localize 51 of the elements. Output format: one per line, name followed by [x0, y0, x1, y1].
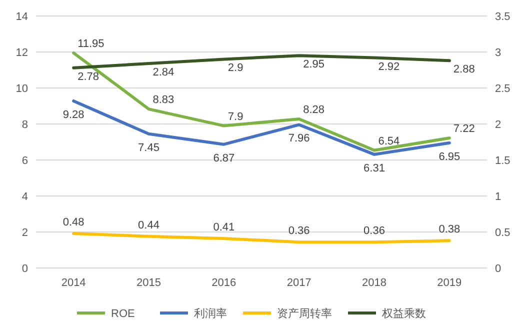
data-label: 9.28 — [62, 108, 84, 121]
y2-tick-label: 3 — [495, 47, 502, 59]
data-label: 7.9 — [228, 110, 244, 123]
data-label: 6.87 — [213, 152, 235, 164]
x-tick-label: 2016 — [212, 277, 236, 289]
y-tick-label: 2 — [22, 227, 28, 239]
data-label: 0.36 — [288, 225, 310, 238]
line-series — [72, 54, 451, 70]
x-tick-label: 2019 — [437, 277, 462, 289]
data-label: 7.96 — [288, 132, 310, 145]
data-label: 6.54 — [378, 135, 400, 148]
data-label: 2.78 — [78, 70, 100, 83]
legend-label: 利润率 — [194, 307, 227, 320]
y2-tick-label: 1 — [495, 191, 502, 203]
y-tick-label: 8 — [22, 119, 28, 131]
data-label: 11.95 — [78, 38, 104, 50]
x-tick-label: 2018 — [362, 277, 386, 289]
y2-tick-label: 2.5 — [495, 83, 510, 95]
y2-tick-label: 1.5 — [495, 155, 510, 167]
data-label: 7.22 — [453, 123, 475, 136]
y2-tick-label: 0 — [495, 263, 502, 275]
data-label: 2.92 — [378, 60, 400, 73]
y-tick-label: 4 — [22, 191, 28, 203]
x-tick-label: 2014 — [61, 277, 86, 289]
y-tick-label: 0 — [22, 263, 28, 275]
data-label: 8.83 — [152, 94, 174, 106]
legend-label: 资产周转率 — [277, 307, 332, 320]
y-tick-label: 6 — [22, 155, 28, 167]
y-tick-label: 12 — [16, 47, 28, 59]
y2-tick-label: 2 — [495, 119, 502, 131]
legend-label: 权益乘数 — [381, 307, 426, 320]
y-tick-label: 14 — [16, 11, 28, 23]
data-label: 0.36 — [364, 225, 385, 238]
data-label: 0.41 — [213, 221, 235, 234]
data-label: 6.95 — [438, 150, 460, 163]
legend-label: ROE — [111, 308, 135, 320]
data-label: 0.48 — [62, 216, 84, 228]
x-tick-label: 2015 — [136, 277, 161, 289]
data-label: 8.28 — [303, 104, 325, 116]
x-tick-label: 2017 — [286, 277, 312, 289]
data-label: 0.44 — [138, 219, 160, 232]
data-label: 2.88 — [453, 64, 475, 76]
y2-tick-label: 0.5 — [495, 227, 510, 239]
data-label: 2.95 — [303, 58, 325, 71]
data-label: 7.45 — [138, 142, 160, 154]
y2-tick-label: 3.5 — [495, 11, 510, 23]
data-label: 6.31 — [364, 162, 385, 174]
data-label: 2.9 — [228, 62, 244, 74]
data-label: 0.38 — [438, 224, 460, 236]
y-tick-label: 10 — [16, 83, 28, 95]
data-label: 2.84 — [152, 66, 174, 79]
